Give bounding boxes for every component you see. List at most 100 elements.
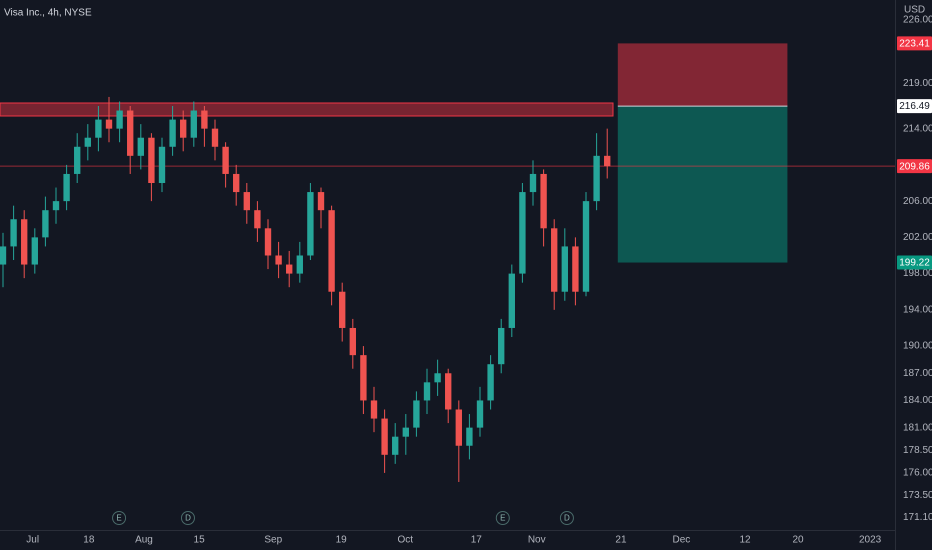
candle-body [222,146,229,174]
candle-body [243,192,250,211]
y-tick-label: 206.00 [903,196,932,207]
price-tag-label: 223.41 [899,39,930,50]
candle-body [519,192,526,274]
x-tick-label: 12 [739,535,751,546]
price-tag [897,99,932,114]
y-tick-label: 194.00 [903,304,932,315]
candle-body [275,255,282,265]
candle-body [158,146,166,184]
candle-body [233,173,240,193]
candle-body [10,219,17,247]
candle-body [296,255,303,274]
event-marker [112,511,127,525]
candle-body [572,246,579,292]
candle-body [307,192,314,256]
event-marker [559,511,574,525]
candle-body [0,246,7,265]
y-tick-label: 173.50 [903,490,932,501]
event-label: E [500,514,505,523]
event-label: D [185,514,191,523]
candle-body [137,137,144,156]
candle-body [317,192,325,211]
candle-body [169,119,176,147]
candle-body [84,137,91,147]
candle-body [593,155,600,202]
candle-body [508,273,515,328]
candle-body [31,237,38,265]
candle-body [21,219,28,265]
candle-body [540,173,547,229]
price-tag-label: 199.22 [899,258,930,269]
candle-body [434,373,441,383]
y-tick-label: 190.00 [903,341,932,352]
price-tag-label: 209.86 [899,161,930,172]
candle-body [264,228,272,256]
event-label: D [564,514,570,523]
candle-body [339,291,346,328]
candle-body [190,110,197,138]
candle-body [413,400,420,428]
candle-body [582,201,590,292]
x-tick-label: Dec [673,535,691,546]
candle-body [423,382,431,401]
candle-body [487,364,494,401]
candle-body [254,210,261,229]
resistance-zone [0,102,614,117]
y-tick-label: 184.00 [903,395,932,406]
price-tag [897,159,932,174]
x-tick-label: Nov [528,535,546,546]
candle-body [445,373,452,410]
candle-body [116,110,123,129]
candle-body [466,427,473,446]
y-tick-label: 176.00 [903,468,932,479]
x-tick-label: 20 [792,535,804,546]
price-tag [897,255,932,270]
candle-body [127,110,134,156]
candle-body [148,137,155,184]
y-tick-label: 226.00 [903,15,932,26]
candle-body [498,327,505,365]
candle-body [286,264,293,274]
candle-body [63,173,70,202]
candle-body [328,210,335,292]
candle-body [95,119,102,138]
candle-body [551,228,558,292]
x-tick-label: 15 [194,535,206,546]
candle-body [180,119,187,138]
y-tick-label: 219.00 [903,78,932,89]
target-zone [617,106,788,263]
event-marker [495,511,510,525]
candle-body [402,427,409,437]
chart-title: Visa Inc., 4h, NYSE [4,8,92,19]
candle-body [370,400,378,419]
y-tick-label: 202.00 [903,232,932,243]
currency-label: USD [904,5,925,16]
candle-body [476,400,484,428]
x-tick-label: 21 [615,535,627,546]
y-tick-label: 181.00 [903,422,932,433]
y-tick-label: 171.10 [903,512,932,523]
price-tag [897,36,932,51]
candle-body [561,246,568,292]
candle-body [42,210,49,238]
candle-body [105,119,113,129]
x-tick-label: Oct [397,535,413,546]
price-tag-label: 216.49 [899,101,930,112]
candle-body [52,201,60,211]
candle-body [211,128,219,147]
candle-body [455,409,462,446]
x-tick-label: Sep [264,535,282,546]
y-tick-label: 178.50 [903,445,932,456]
x-tick-label: 19 [336,535,348,546]
candle-body [392,436,399,455]
candle-body [381,418,388,455]
candle-body [604,155,611,167]
x-tick-label: Jul [26,535,39,546]
x-tick-label: Aug [135,535,153,546]
y-tick-label: 214.00 [903,123,932,134]
event-marker [180,511,195,525]
candle-body [349,327,356,356]
y-tick-label: 198.00 [903,268,932,279]
y-tick-label: 187.00 [903,368,932,379]
